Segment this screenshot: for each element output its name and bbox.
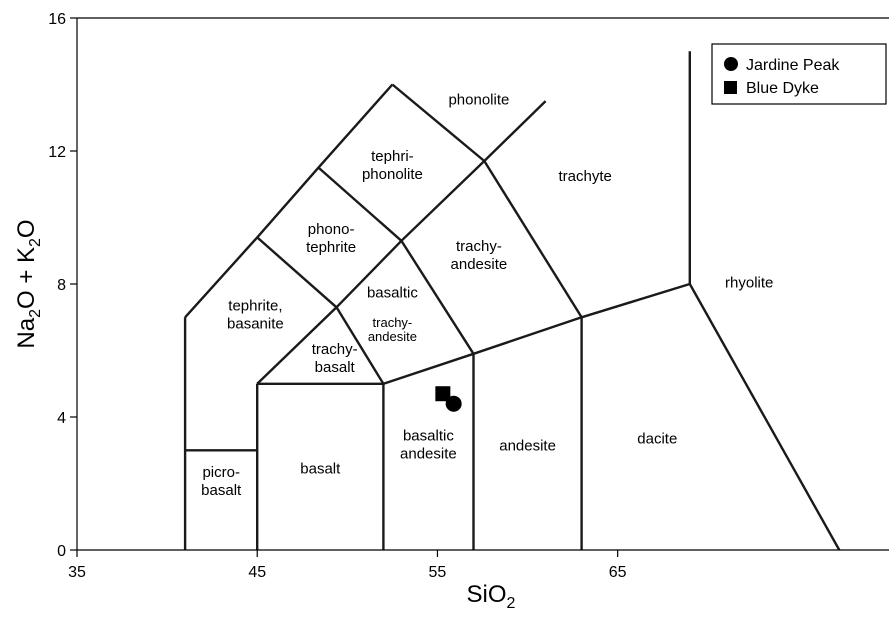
y-axis-title-o: O — [13, 219, 40, 238]
legend-label-jardine-peak: Jardine Peak — [746, 57, 840, 74]
y-tick-label-12: 12 — [48, 144, 66, 161]
field-label-7: basaltic — [367, 284, 418, 301]
field-label-line: andesite — [400, 445, 457, 462]
field-label-line: basaltic — [367, 284, 418, 301]
y-tick-label-8: 8 — [57, 277, 66, 294]
field-label-10: dacite — [637, 431, 677, 448]
field-label-line: picro- — [202, 464, 240, 481]
field-label-line: tephri- — [371, 148, 414, 165]
field-label-line: phono- — [308, 221, 355, 238]
field-label-line: basaltic — [403, 427, 454, 444]
legend-box — [711, 43, 887, 105]
field-label-3: phono-tephrite — [306, 221, 356, 256]
field-boundary-16 — [688, 283, 841, 551]
field-boundary-10 — [400, 240, 475, 355]
field-label-6: tephrite, basanite — [227, 298, 284, 333]
data-points — [435, 386, 462, 412]
field-label-8: trachy-andesite — [368, 315, 417, 344]
field-label-line: trachy- — [312, 341, 358, 358]
field-label-line: rhyolite — [725, 274, 773, 291]
field-label-4: trachy-andesite — [451, 238, 508, 273]
legend-marker-blue-dyke — [724, 81, 737, 94]
y-axis-title-sub-k: 2 — [27, 238, 44, 247]
field-label-5: rhyolite — [725, 274, 773, 291]
field-label-11: basaltic andesite — [400, 427, 457, 462]
field-boundary-12 — [256, 236, 338, 309]
x-tick-label-45: 45 — [248, 564, 266, 581]
field-label-line: phonolite — [448, 91, 509, 108]
field-label-0: phonolite — [448, 91, 509, 108]
field-label-1: tephri-phonolite — [362, 148, 423, 183]
field-label-13: basalt — [300, 461, 341, 478]
x-axis-title-sub: 2 — [507, 595, 516, 612]
field-label-line: dacite — [637, 431, 677, 448]
y-ticks: 0 4 8 12 16 — [48, 11, 77, 560]
y-tick-label-0: 0 — [57, 543, 66, 560]
field-label-line: basalt — [300, 461, 341, 478]
field-label-line: tephrite, — [228, 298, 282, 315]
field-label-14: picro-basalt — [201, 464, 242, 499]
y-tick-label-16: 16 — [48, 11, 66, 28]
field-boundary-9 — [335, 306, 385, 385]
svg-text:Na2O + K2O: Na2O + K2O — [13, 219, 44, 348]
x-tick-label-35: 35 — [68, 564, 86, 581]
legend-label-blue-dyke: Blue Dyke — [746, 80, 819, 97]
x-axis-title: SiO2 — [467, 581, 516, 612]
y-axis-title-o-plus-k: O + K — [13, 247, 40, 309]
y-axis-title: Na2O + K2O — [13, 219, 44, 348]
field-label-line: trachy- — [456, 238, 502, 255]
field-label-line: andesite — [368, 329, 417, 344]
x-axis-title-main: SiO — [467, 581, 507, 608]
y-tick-label-4: 4 — [57, 410, 66, 427]
field-label-line: basanite — [227, 316, 284, 333]
legend-marker-jardine-peak — [724, 57, 738, 71]
y-axis-title-sub-na: 2 — [27, 309, 44, 318]
field-label-line: tephrite — [306, 239, 356, 256]
field-label-line: andesite — [499, 437, 556, 454]
point-blue-dyke-0 — [435, 386, 451, 402]
field-label-2: trachyte — [559, 168, 612, 185]
legend: Jardine Peak Blue Dyke — [711, 43, 887, 105]
field-label-line: phonolite — [362, 166, 423, 183]
field-boundary-13 — [317, 166, 403, 242]
y-axis-title-na: Na — [13, 317, 40, 348]
field-label-12: andesite — [499, 437, 556, 454]
field-boundaries — [183, 51, 841, 551]
field-boundary-14 — [391, 83, 486, 162]
field-label-line: andesite — [451, 256, 508, 273]
svg-text:SiO2: SiO2 — [467, 581, 516, 612]
field-label-line: basalt — [201, 482, 242, 499]
x-tick-label-55: 55 — [429, 564, 447, 581]
x-ticks: 35 45 55 65 — [68, 550, 627, 581]
field-boundary-11 — [483, 160, 583, 318]
field-label-line: basalt — [315, 359, 356, 376]
field-label-9: trachy-basalt — [312, 341, 358, 376]
field-boundary-6 — [184, 83, 394, 319]
field-label-line: trachy- — [373, 315, 413, 330]
x-tick-label-65: 65 — [609, 564, 627, 581]
field-label-line: trachyte — [559, 168, 612, 185]
